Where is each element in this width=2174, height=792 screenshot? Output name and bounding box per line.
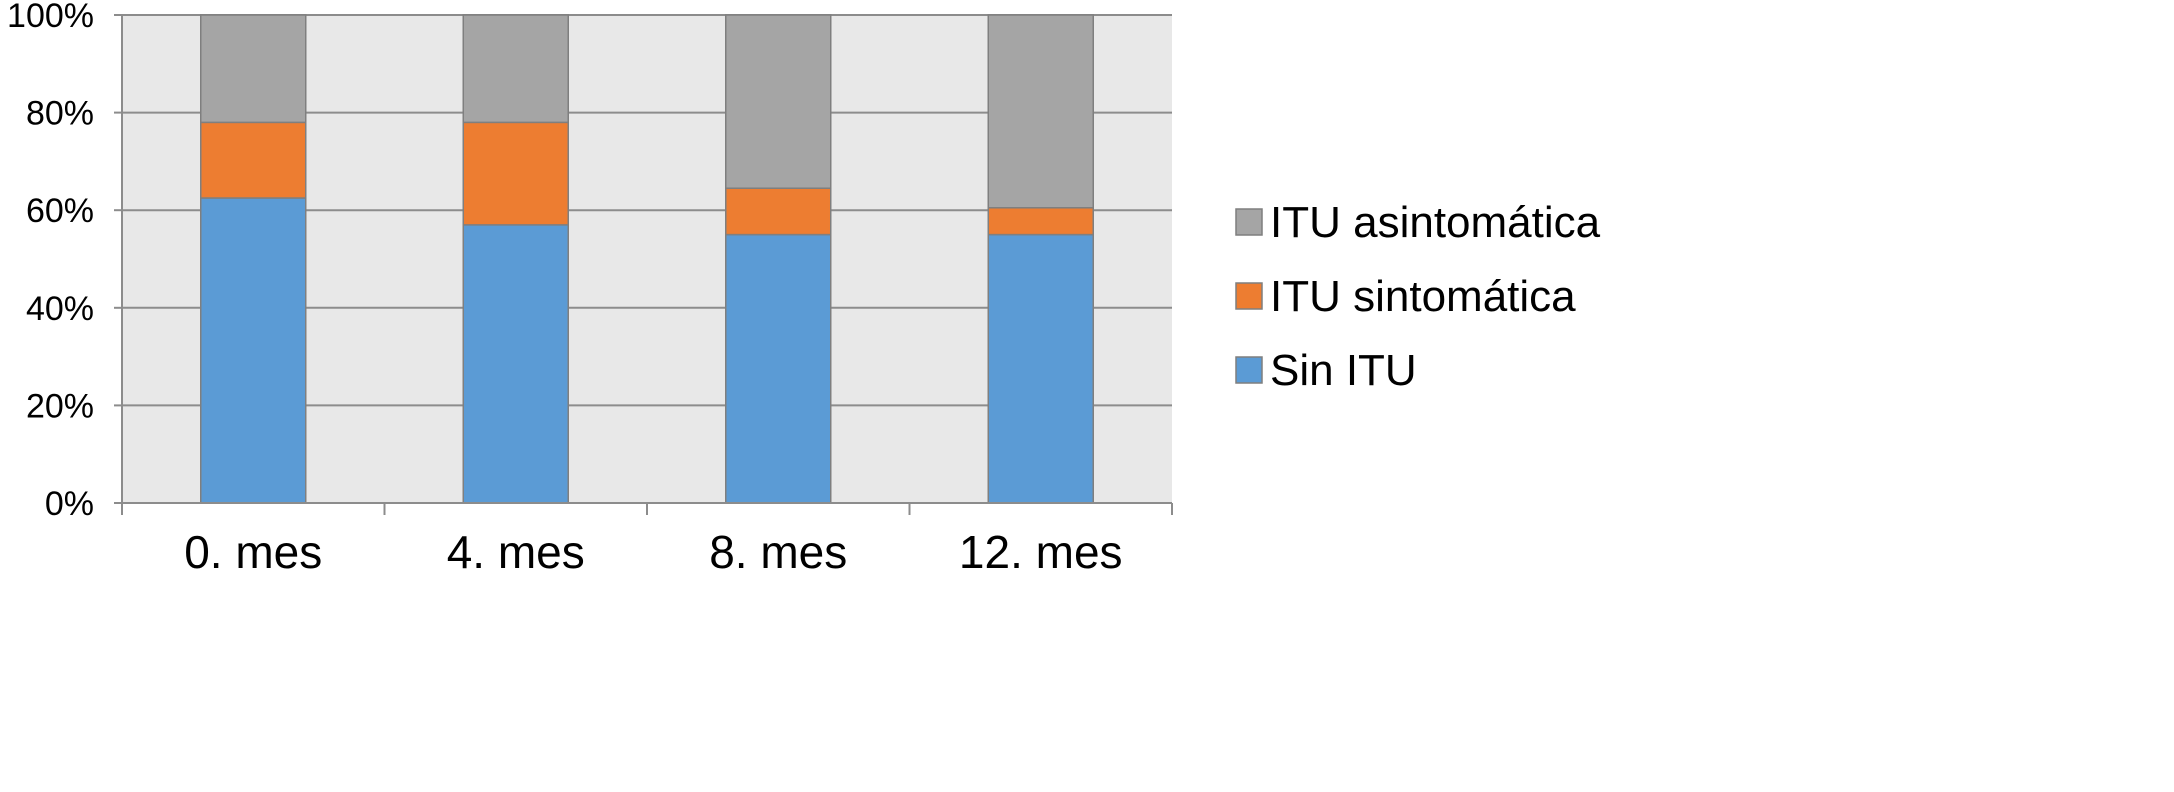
y-tick-labels: 0% 20% 40% 60% 80% 100% — [7, 0, 94, 523]
x-tick-marks — [121, 503, 1173, 515]
bars — [200, 14, 1094, 504]
legend-label: Sin ITU — [1270, 346, 1417, 395]
x-category-label: 12. mes — [959, 526, 1123, 578]
y-tick-label: 20% — [26, 387, 94, 425]
y-tick-label: 0% — [45, 485, 94, 523]
y-tick-label: 40% — [26, 290, 94, 328]
bar-segment — [987, 207, 1094, 236]
legend-swatch — [1235, 282, 1263, 310]
bar-segment — [725, 187, 832, 236]
bar-segment — [725, 14, 832, 189]
bar-segment — [462, 224, 569, 504]
y-tick-label: 60% — [26, 192, 94, 230]
bar-segment — [462, 14, 569, 124]
y-tick-label: 100% — [7, 0, 94, 35]
bar-segment — [200, 197, 307, 504]
y-tick-label: 80% — [26, 95, 94, 133]
bar-segment — [987, 233, 1094, 504]
bar-segment — [987, 14, 1094, 209]
bar-segment — [462, 121, 569, 226]
legend-label: ITU sintomática — [1270, 272, 1576, 321]
x-category-label: 8. mes — [709, 526, 847, 578]
bar-segment — [725, 233, 832, 504]
x-category-label: 0. mes — [184, 526, 322, 578]
legend: ITU asintomática ITU sintomática Sin ITU — [1235, 198, 1601, 395]
x-category-labels: 0. mes 4. mes 8. mes 12. mes — [184, 526, 1122, 578]
legend-label: ITU asintomática — [1270, 198, 1601, 247]
x-category-label: 4. mes — [447, 526, 585, 578]
legend-swatch — [1235, 208, 1263, 236]
bar-segment — [200, 121, 307, 199]
legend-swatch — [1235, 356, 1263, 384]
bar-segment — [200, 14, 307, 124]
